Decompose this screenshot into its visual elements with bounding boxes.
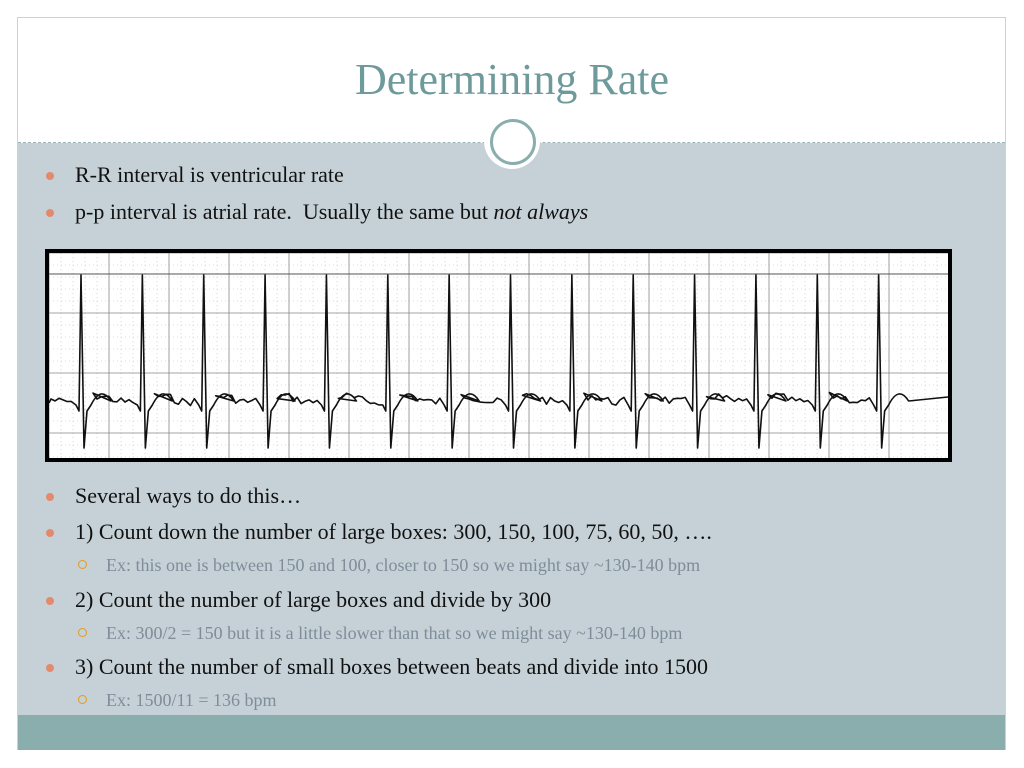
sub-bullet-ring-icon — [78, 695, 87, 704]
bullet-dot-icon — [46, 664, 54, 672]
sub-bullet-text: Ex: 1500/11 = 136 bpm — [106, 690, 277, 710]
sub-bullet-text: Ex: 300/2 = 150 but it is a little slowe… — [106, 623, 683, 643]
bullet-method-3: 3) Count the number of small boxes betwe… — [46, 653, 708, 681]
bullet-pp-interval: p-p interval is atrial rate. Usually the… — [46, 198, 589, 226]
bullet-text: 3) Count the number of small boxes betwe… — [75, 654, 708, 679]
slide-title: Determining Rate — [354, 55, 669, 104]
ecg-rhythm-strip — [48, 252, 949, 458]
sub-bullet-ring-icon — [78, 560, 87, 569]
ecg-strip-image — [48, 252, 949, 458]
bullet-several-ways: Several ways to do this… — [46, 482, 302, 510]
bullet-rr-interval: R-R interval is ventricular rate — [46, 161, 344, 189]
circle-ornament-icon — [490, 119, 536, 165]
sub-bullet-method-1: Ex: this one is between 150 and 100, clo… — [78, 553, 701, 577]
bullet-dot-icon — [46, 529, 54, 537]
slide-footer — [18, 715, 1005, 750]
sub-bullet-method-3: Ex: 1500/11 = 136 bpm — [78, 688, 277, 712]
bullet-italic-text: not always — [493, 199, 589, 224]
bullet-text: 2) Count the number of large boxes and d… — [75, 587, 552, 612]
bullet-dot-icon — [46, 493, 54, 501]
bullet-method-1: 1) Count down the number of large boxes:… — [46, 518, 712, 546]
bullet-method-2: 2) Count the number of large boxes and d… — [46, 586, 552, 614]
bullet-text: 1) Count down the number of large boxes:… — [75, 519, 712, 544]
bullet-text: R-R interval is ventricular rate — [75, 162, 344, 187]
bullet-text: p-p interval is atrial rate. Usually the… — [75, 199, 494, 224]
sub-bullet-ring-icon — [78, 628, 87, 637]
ecg-strip-frame — [45, 249, 952, 462]
bullet-dot-icon — [46, 172, 54, 180]
bullet-dot-icon — [46, 597, 54, 605]
sub-bullet-method-2: Ex: 300/2 = 150 but it is a little slowe… — [78, 621, 683, 645]
bullet-text: Several ways to do this… — [75, 483, 302, 508]
sub-bullet-text: Ex: this one is between 150 and 100, clo… — [106, 555, 701, 575]
bullet-dot-icon — [46, 209, 54, 217]
